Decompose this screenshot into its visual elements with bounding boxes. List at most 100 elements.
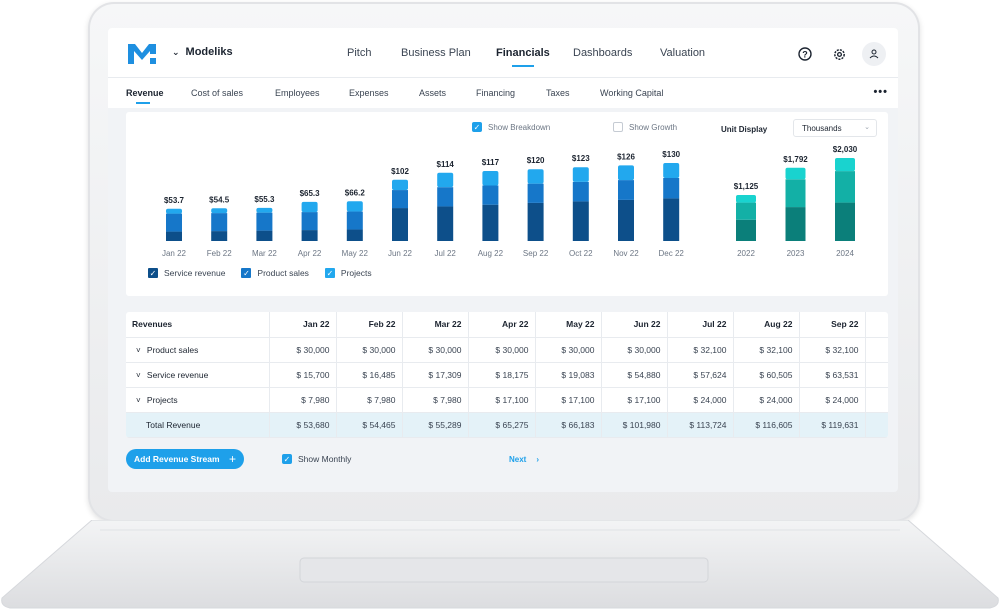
bar-segment [618, 199, 634, 241]
bar-segment [211, 208, 228, 214]
x-tick-label: Nov 22 [613, 249, 639, 258]
table-row[interactable]: ˅ Product sales $ 30,000 $ 30,000 $ 30,000 $… [126, 337, 888, 363]
tab-taxes[interactable]: Taxes [546, 88, 570, 98]
table-cell[interactable]: $ 63,531 [799, 362, 866, 388]
next-button[interactable]: Next › [509, 455, 539, 464]
tab-cost-of-sales[interactable]: Cost of sales [191, 88, 244, 98]
add-revenue-stream-button[interactable]: Add Revenue Stream + [126, 449, 244, 469]
table-cell[interactable]: $ 19,083 [535, 362, 602, 388]
x-tick-label: Dec 22 [659, 249, 685, 258]
nav-business-plan[interactable]: Business Plan [401, 47, 471, 59]
table-cell[interactable]: $ 32,100 [733, 337, 800, 363]
table-cell[interactable]: $ 7,980 [336, 387, 403, 413]
chevron-down-icon[interactable]: ˅ [136, 395, 143, 405]
bar-segment [572, 181, 589, 202]
bar-segment [736, 195, 756, 203]
table-cell[interactable]: $ 17,100 [468, 387, 536, 413]
table-row[interactable]: ˅ Service revenue $ 15,700 $ 16,485 $ 17,30… [126, 362, 888, 388]
revenue-chart: $53.7 Jan 22 $54.5 Feb 22 $55.3 Mar 22 $65.3 Ap… [162, 145, 858, 258]
bar-total-label: $120 [527, 156, 545, 165]
help-circle-icon[interactable]: ? [794, 43, 816, 65]
legend-projects[interactable]: ✓ Projects [324, 268, 372, 278]
table-cell[interactable]: $ 15,700 [269, 362, 337, 388]
show-growth-toggle[interactable]: Show Growth [613, 122, 677, 132]
table-cell[interactable]: $ 30,000 [269, 337, 337, 363]
legend-product-sales[interactable]: ✓ Product sales [241, 268, 309, 278]
table-cell[interactable]: $ 16,485 [336, 362, 403, 388]
bar-segment [392, 208, 408, 241]
table-cell[interactable]: $ 116,605 [733, 412, 800, 438]
chevron-down-icon[interactable]: ˅ [136, 370, 143, 380]
chevron-down-icon[interactable]: ˅ [136, 345, 143, 355]
table-cell[interactable]: $ 30,000 [336, 337, 403, 363]
header-actions: ? [794, 42, 886, 66]
nav-financials[interactable]: Financials [496, 47, 550, 67]
tab-assets[interactable]: Assets [419, 88, 447, 98]
table-cell[interactable]: $ 30,000 [601, 337, 668, 363]
nav-pitch[interactable]: Pitch [347, 47, 372, 59]
nav-dashboards[interactable]: Dashboards [573, 47, 633, 59]
checkbox-checked-icon: ✓ [472, 122, 482, 132]
table-cell[interactable]: $ 101,980 [601, 412, 668, 438]
nav-valuation[interactable]: Valuation [660, 47, 706, 59]
more-horizontal-icon[interactable]: ••• [873, 86, 888, 98]
column-header: Mar 22 [402, 312, 469, 338]
table-cell[interactable]: $ 53,680 [269, 412, 337, 438]
show-breakdown-toggle[interactable]: ✓ Show Breakdown [472, 122, 550, 132]
sub-nav: Revenue Cost of sales Employees Expenses… [108, 78, 898, 108]
table-cell[interactable]: $ 32,100 [667, 337, 734, 363]
table-cell[interactable]: $ 55,289 [402, 412, 469, 438]
table-cell[interactable]: $ 30,000 [468, 337, 536, 363]
table-cell[interactable]: $ 57,624 [667, 362, 734, 388]
table-cell[interactable]: $ 24,000 [733, 387, 800, 413]
table-cell[interactable]: $ 17,100 [535, 387, 602, 413]
x-tick-label: Mar 22 [252, 249, 277, 258]
bar-total-label: $130 [662, 150, 680, 159]
table-cell[interactable]: $ 66,183 [535, 412, 602, 438]
table-cell[interactable]: $ 119,631 [799, 412, 866, 438]
tab-financing[interactable]: Financing [476, 88, 516, 98]
bar-segment [166, 213, 182, 232]
row-label-cell: ˅ Service revenue [126, 362, 270, 388]
tab-employees[interactable]: Employees [275, 88, 320, 98]
modeliks-logo [128, 44, 156, 64]
table-cell[interactable]: $ 54,465 [336, 412, 403, 438]
workspace-switcher[interactable]: ⌄ Modeliks [172, 46, 233, 58]
legend-service-revenue[interactable]: ✓ Service revenue [148, 268, 225, 278]
table-cell[interactable]: $ 7,980 [402, 387, 469, 413]
bar-total-label: $126 [617, 152, 635, 161]
bar-segment [482, 204, 499, 241]
bar-segment [572, 201, 589, 241]
show-monthly-toggle[interactable]: ✓ Show Monthly [282, 454, 351, 464]
table-cell[interactable]: $ 18,175 [468, 362, 536, 388]
bar-segment [301, 230, 318, 241]
gear-icon[interactable] [828, 43, 850, 65]
add-revenue-stream-label: Add Revenue Stream [134, 454, 220, 464]
tab-expenses[interactable]: Expenses [349, 88, 389, 98]
bar-segment [835, 171, 855, 203]
table-cell[interactable]: $ 7,980 [269, 387, 337, 413]
table-cell[interactable]: $ 113,724 [667, 412, 734, 438]
bar-segment [572, 167, 589, 182]
table-row[interactable]: ˅ Projects $ 7,980 $ 7,980 $ 7,980 $ 17,100 $… [126, 387, 888, 413]
table-cell[interactable]: $ 30,000 [535, 337, 602, 363]
table-cell[interactable]: $ 17,309 [402, 362, 469, 388]
tab-revenue[interactable]: Revenue [126, 88, 164, 98]
tab-working-capital[interactable]: Working Capital [600, 88, 664, 98]
row-label: Total Revenue [146, 419, 201, 430]
bar-total-label: $1,792 [783, 155, 808, 164]
table-header-row: Revenues Jan 22 Feb 22 Mar 22 Apr 22 May… [126, 312, 888, 338]
table-cell[interactable]: $ 17,100 [601, 387, 668, 413]
table-cell[interactable]: $ 65,275 [468, 412, 536, 438]
table-cell[interactable]: $ 24,000 [799, 387, 866, 413]
table-cell[interactable]: $ 54,880 [601, 362, 668, 388]
table-cell[interactable]: $ 30,000 [402, 337, 469, 363]
unit-display-select[interactable]: Thousands ⌄ [793, 119, 877, 137]
user-icon[interactable] [862, 42, 886, 66]
x-tick-label: Jul 22 [435, 249, 457, 258]
table-cell[interactable]: $ 60,505 [733, 362, 800, 388]
table-cell[interactable]: $ 32,100 [799, 337, 866, 363]
bar-segment [392, 179, 408, 191]
table-cell[interactable]: $ 24,000 [667, 387, 734, 413]
column-header: Aug 22 [733, 312, 800, 338]
